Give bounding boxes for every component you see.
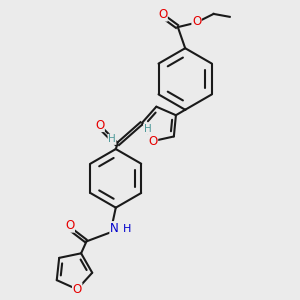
Text: O: O bbox=[148, 135, 158, 148]
Text: H: H bbox=[108, 134, 116, 144]
Text: O: O bbox=[192, 15, 201, 28]
Text: O: O bbox=[158, 8, 167, 21]
Text: O: O bbox=[65, 219, 74, 232]
Text: O: O bbox=[95, 118, 104, 131]
Text: H: H bbox=[122, 224, 131, 234]
Text: H: H bbox=[144, 124, 151, 134]
Text: O: O bbox=[73, 283, 82, 296]
Text: N: N bbox=[110, 222, 119, 235]
